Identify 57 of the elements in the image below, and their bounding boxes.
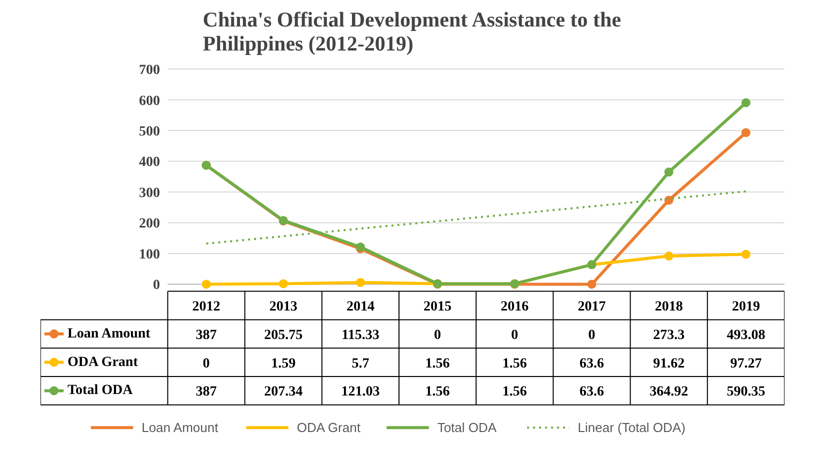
data-label: 1.59 xyxy=(271,356,296,372)
point xyxy=(278,279,288,288)
data-label: 387 xyxy=(196,384,217,400)
legend-label: ODA Grant xyxy=(67,354,138,370)
data-label: 590.35 xyxy=(726,384,766,400)
y-tick-label: 200 xyxy=(139,216,160,232)
y-tick-label: 0 xyxy=(153,278,160,294)
data-label: 5.7 xyxy=(352,356,370,372)
point xyxy=(664,252,674,261)
data-label: 97.27 xyxy=(730,356,762,372)
data-label: 1.56 xyxy=(425,356,450,372)
data-label: 273.3 xyxy=(653,328,685,343)
data-label: 205.75 xyxy=(264,328,303,343)
point xyxy=(202,280,211,289)
y-tick-label: 500 xyxy=(139,124,160,140)
point xyxy=(356,278,365,287)
x-tick-label: 2016 xyxy=(500,300,529,314)
text: Total ODA xyxy=(437,420,497,436)
text: ODA Grant xyxy=(296,420,360,436)
x-tick-label: 2015 xyxy=(424,300,452,314)
data-label: 207.34 xyxy=(264,384,303,400)
text: Loan Amount xyxy=(142,420,218,436)
data-label: 364.92 xyxy=(650,384,688,400)
x-tick-label: 2017 xyxy=(578,300,606,314)
point xyxy=(587,280,596,289)
data-label: 0 xyxy=(202,356,210,372)
chart-title: China's Official Development Assistance to the Philippines (2012-2019) xyxy=(202,8,622,56)
x-tick-label: 2014 xyxy=(346,300,374,314)
legend-label: Total ODA xyxy=(67,383,134,398)
data-label: 387 xyxy=(196,328,217,343)
data-label: 1.56 xyxy=(502,384,527,400)
point xyxy=(664,168,674,177)
data-label: 63.6 xyxy=(580,356,604,372)
data-label: 493.08 xyxy=(726,328,766,343)
x-tick-label: 2019 xyxy=(732,300,760,314)
data-label: 121.03 xyxy=(341,384,380,400)
data-label: 63.6 xyxy=(580,384,604,400)
data-label: 1.56 xyxy=(502,356,527,372)
data-label: 0 xyxy=(588,328,596,343)
point xyxy=(741,128,750,138)
data-label: 1.56 xyxy=(425,384,450,400)
data-label: 115.33 xyxy=(342,328,380,343)
data-label: 0 xyxy=(434,328,442,343)
x-tick-label: 2018 xyxy=(654,300,683,314)
y-tick-label: 100 xyxy=(139,247,160,262)
point xyxy=(741,98,750,108)
legend-label: Linear (Total ODA) xyxy=(578,420,686,436)
data-label: 0 xyxy=(511,328,518,343)
x-tick-label: 2012 xyxy=(192,300,220,314)
y-tick-label: 600 xyxy=(139,94,160,109)
y-tick-label: 300 xyxy=(139,186,160,201)
point xyxy=(741,250,750,259)
x-tick-label: 2013 xyxy=(269,300,298,314)
y-tick-label: 700 xyxy=(139,63,160,78)
legend-label: Loan Amount xyxy=(67,326,151,342)
data-label: 91.62 xyxy=(653,356,685,372)
y-tick-label: 400 xyxy=(139,155,160,170)
